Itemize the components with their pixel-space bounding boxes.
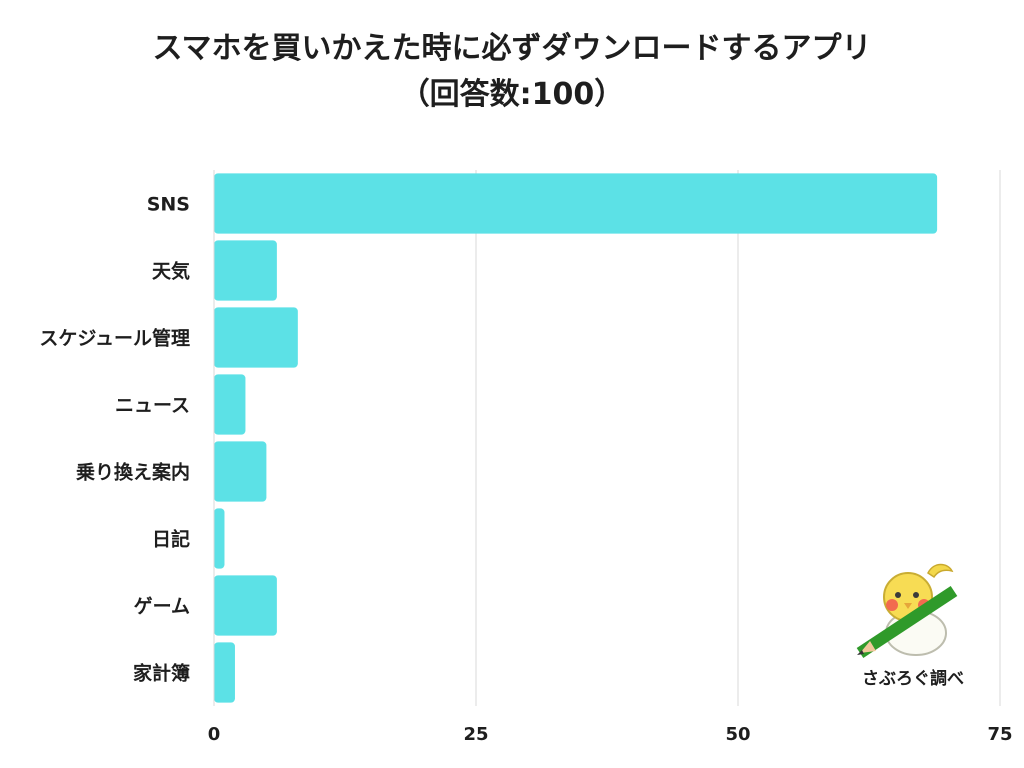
- category-label: ニュース: [115, 395, 190, 417]
- x-tick-label: 50: [725, 724, 750, 745]
- bar: [214, 307, 298, 368]
- category-label: スケジュール管理: [39, 327, 190, 350]
- category-label: 乗り換え案内: [76, 461, 190, 484]
- category-label: SNS: [147, 194, 190, 216]
- x-tick-label: 75: [987, 724, 1012, 745]
- bird-mascot-icon: [856, 563, 958, 659]
- category-label: 天気: [152, 260, 190, 283]
- category-label: 家計簿: [133, 662, 190, 685]
- bar: [214, 374, 246, 435]
- bar: [214, 441, 267, 502]
- bar: [214, 240, 277, 301]
- category-label: 日記: [152, 528, 190, 551]
- bar: [214, 575, 277, 636]
- chart-title: スマホを買いかえた時に必ずダウンロードするアプリ （回答数:100）: [0, 26, 1024, 118]
- chart-title-line2: （回答数:100）: [399, 77, 625, 112]
- x-tick-label: 0: [208, 724, 221, 745]
- chart-title-line1: スマホを買いかえた時に必ずダウンロードするアプリ: [152, 31, 872, 66]
- category-label: ゲーム: [134, 596, 190, 618]
- x-tick-label: 25: [463, 724, 488, 745]
- bar: [214, 173, 938, 234]
- bar: [214, 508, 225, 569]
- bar: [214, 642, 235, 703]
- source-credit: さぶろぐ調べ: [862, 669, 964, 689]
